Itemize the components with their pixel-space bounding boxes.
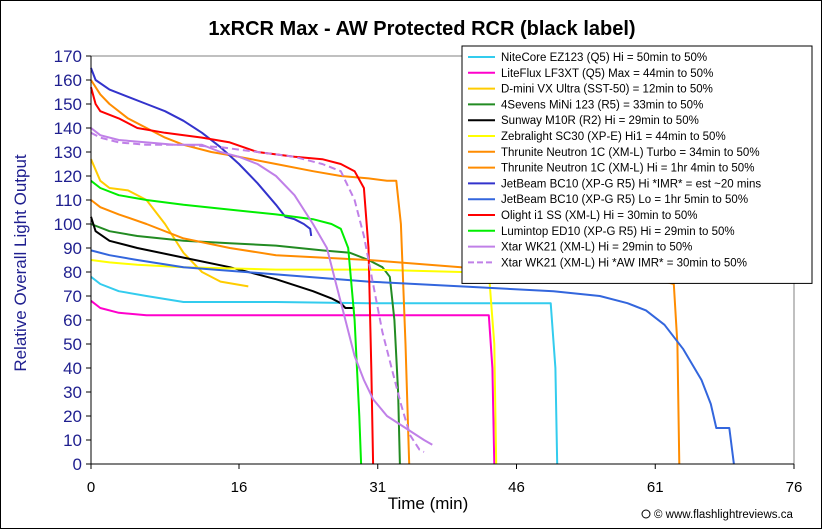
- legend-label: NiteCore EZ123 (Q5) Hi = 50min to 50%: [501, 52, 707, 64]
- legend-label: Thrunite Neutron 1C (XM-L) Turbo = 34min…: [501, 147, 760, 159]
- y-tick-label: 60: [63, 311, 82, 330]
- y-tick-label: 170: [54, 47, 82, 66]
- x-tick-label: 0: [87, 479, 95, 496]
- legend-label: D-mini VX Ultra (SST-50) = 12min to 50%: [501, 84, 713, 96]
- series-line-10: [90, 249, 735, 465]
- y-tick-label: 20: [63, 407, 82, 426]
- series-line-7: [90, 79, 411, 465]
- legend-label: Lumintop ED10 (XP-G R5) Hi = 29min to 50…: [501, 226, 735, 238]
- y-tick-label: 80: [63, 263, 82, 282]
- y-tick-label: 150: [54, 95, 82, 114]
- series-line-13: [90, 127, 433, 446]
- x-tick-label: 31: [369, 479, 386, 496]
- credit-group: © www.flashlightreviews.ca: [641, 509, 793, 521]
- x-axis-title: Time (min): [388, 494, 469, 513]
- y-tick-label: 0: [73, 455, 82, 474]
- x-tick-label: 61: [647, 479, 664, 496]
- legend-label: Xtar WK21 (XM-L) Hi = 29min to 50%: [501, 242, 692, 254]
- x-tick-label: 16: [231, 479, 248, 496]
- y-tick-label: 40: [63, 359, 82, 378]
- y-tick-label: 10: [63, 431, 82, 450]
- series-line-2: [90, 300, 496, 465]
- y-tick-label: 100: [54, 215, 82, 234]
- y-tick-label: 120: [54, 167, 82, 186]
- series-line-14: [90, 131, 425, 453]
- series-line-6: [90, 259, 498, 465]
- y-tick-label: 30: [63, 383, 82, 402]
- y-tick-label: 110: [55, 191, 82, 210]
- series-layer: [90, 67, 735, 465]
- series-line-3: [90, 158, 249, 288]
- y-tick-label: 70: [63, 287, 82, 306]
- y-tick-label: 160: [54, 71, 82, 90]
- y-tick-label: 130: [54, 143, 82, 162]
- y-tick-label: 50: [63, 335, 82, 354]
- series-line-4: [90, 223, 401, 465]
- legend-label: LiteFlux LF3XT (Q5) Max = 44min to 50%: [501, 68, 713, 80]
- y-tick-label: 90: [63, 239, 82, 258]
- y-axis-title: Relative Overall Light Output: [11, 154, 30, 372]
- chart-title: 1xRCR Max - AW Protected RCR (black labe…: [208, 18, 635, 40]
- legend: NiteCore EZ123 (Q5) Hi = 50min to 50% Lit…: [461, 45, 813, 284]
- legend-label: Sunway M10R (R2) Hi = 29min to 50%: [501, 115, 699, 127]
- legend-label: 4Sevens MiNi 123 (R5) = 33min to 50%: [501, 99, 703, 111]
- x-tick-label: 76: [786, 479, 803, 496]
- series-line-9: [90, 67, 313, 237]
- credit-text: © www.flashlightreviews.ca: [654, 509, 793, 521]
- globe-icon: [641, 509, 651, 519]
- legend-label: Xtar WK21 (XM-L) Hi *AW IMR* = 30min to …: [501, 257, 747, 269]
- x-tick-label: 46: [508, 479, 525, 496]
- series-line-12: [90, 180, 363, 465]
- axes-layer: 0102030405060708090100110120130140150160…: [54, 47, 803, 496]
- legend-label: Olight i1 SS (XM-L) Hi = 30min to 50%: [501, 210, 698, 222]
- legend-label: Zebralight SC30 (XP-E) Hi1 = 44min to 50…: [501, 131, 726, 143]
- series-line-1: [90, 276, 559, 465]
- legend-box: [461, 45, 813, 284]
- legend-label: Thrunite Neutron 1C (XM-L) Hi = 1hr 4min…: [501, 163, 754, 175]
- legend-label: JetBeam BC10 (XP-G R5) Lo = 1hr 5min to …: [501, 194, 748, 206]
- y-tick-label: 140: [54, 119, 82, 138]
- legend-label: JetBeam BC10 (XP-G R5) Hi *IMR* = est ~2…: [501, 178, 761, 190]
